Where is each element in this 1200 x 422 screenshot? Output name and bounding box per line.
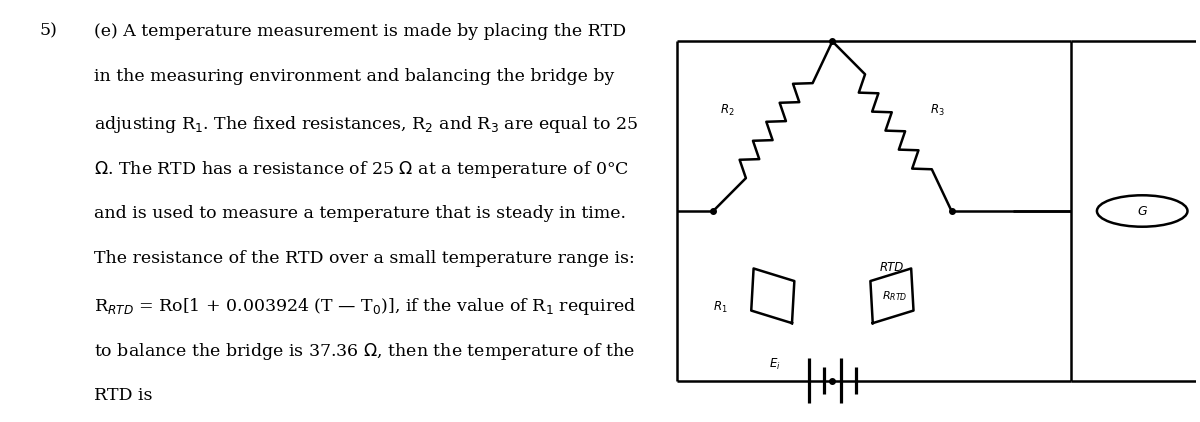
Text: $R_{RTD}$: $R_{RTD}$ [882,289,907,303]
Text: $\Omega$. The RTD has a resistance of 25 $\Omega$ at a temperature of 0°C: $\Omega$. The RTD has a resistance of 25… [94,159,629,180]
Polygon shape [870,268,913,323]
Text: $R_1$: $R_1$ [713,300,727,315]
Text: 5): 5) [40,23,58,40]
Text: $R_2$: $R_2$ [720,103,734,118]
Text: $R_3$: $R_3$ [930,103,944,118]
Text: RTD is: RTD is [94,387,152,404]
Text: $E_i$: $E_i$ [769,357,781,372]
Polygon shape [751,268,794,323]
Text: R$_{RTD}$ = Ro[1 + 0.003924 (T — T$_0$)], if the value of R$_1$ required: R$_{RTD}$ = Ro[1 + 0.003924 (T — T$_0$)]… [94,296,636,317]
Text: The resistance of the RTD over a small temperature range is:: The resistance of the RTD over a small t… [94,250,635,267]
Text: RTD: RTD [880,261,904,274]
Text: (e) A temperature measurement is made by placing the RTD: (e) A temperature measurement is made by… [94,23,625,40]
Text: adjusting R$_1$. The fixed resistances, R$_2$ and R$_3$ are equal to 25: adjusting R$_1$. The fixed resistances, … [94,114,637,135]
Text: G: G [1138,205,1147,217]
Text: in the measuring environment and balancing the bridge by: in the measuring environment and balanci… [94,68,614,85]
Text: and is used to measure a temperature that is steady in time.: and is used to measure a temperature tha… [94,205,625,222]
Text: to balance the bridge is 37.36 $\Omega$, then the temperature of the: to balance the bridge is 37.36 $\Omega$,… [94,341,635,362]
